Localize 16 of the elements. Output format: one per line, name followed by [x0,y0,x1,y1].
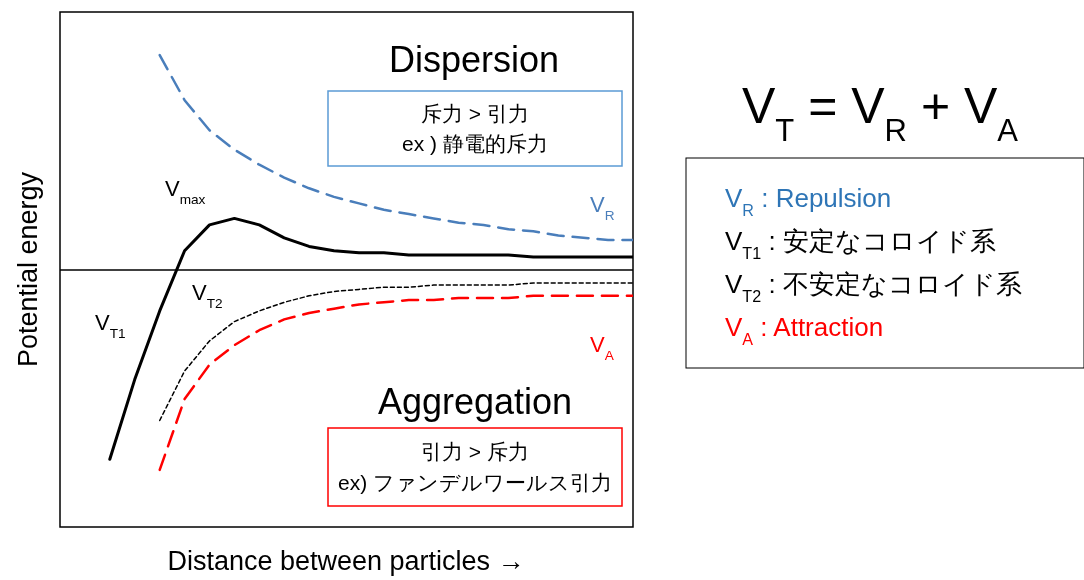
annotation: 斥力 > 引力 ex ) 静電的斥力 [402,102,548,155]
y-axis-title: Potential energy [13,171,43,368]
text: V$_{A}$ : Attraction [725,312,884,348]
annotation: 引力 > 斥力 ex) ファンデルワールス引力 [337,440,613,494]
x-axis-title: Distance between particles → [167,546,525,576]
text: V$_{R}$ : Repulsion [725,183,892,219]
series-label: V$_{A}$ [590,332,615,363]
text: V$_{T1}$ : 安定なコロイド系 [725,226,996,262]
annotation: V$_{max}$ [165,176,206,207]
series-label: V$_{T1}$ [95,310,126,341]
series-label: V$_{R}$ [590,192,615,223]
series-label: V$_{T2}$ [192,280,223,311]
text: V$_{T2}$ : 不安定なコロイド系 [725,269,1022,305]
text: V$_{T}$ = V$_{R}$ + V$_{A}$ [741,78,1019,148]
annotation: Dispersion [388,39,560,80]
annotation: Aggregation [377,381,573,422]
